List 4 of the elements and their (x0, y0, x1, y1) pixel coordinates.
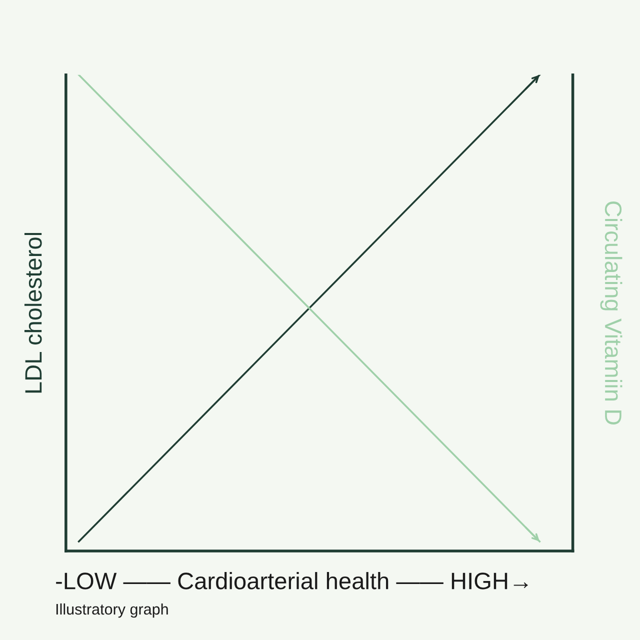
y2-axis-title: Circulating Vitamiin D (600, 202, 622, 424)
y-axis-title: LDL cholesterol (24, 232, 42, 393)
text: Illustratory graph (56, 603, 168, 618)
x-axis-title: -LOW —— Cardioarterial health —— HIGH→ (56, 572, 528, 590)
